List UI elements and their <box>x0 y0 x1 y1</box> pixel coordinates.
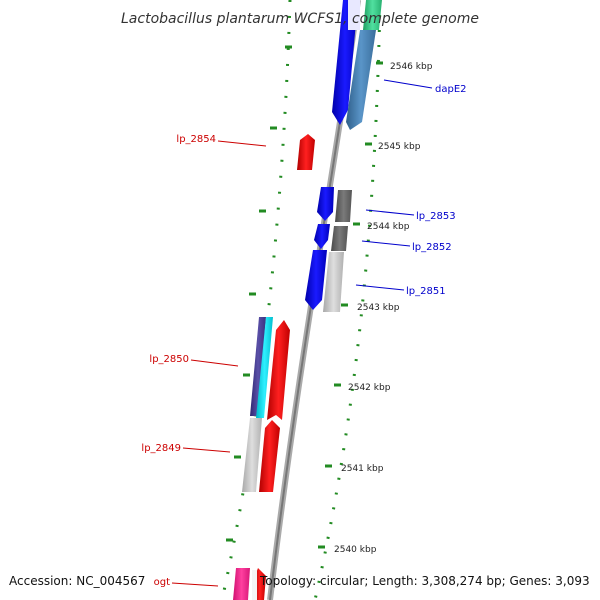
tick-label: 2540 kbp <box>334 545 377 555</box>
tick-labels: 2546 kbp 2545 kbp 2544 kbp 2543 kbp 2542… <box>334 62 433 555</box>
label-dapE2[interactable]: dapE2 <box>435 84 467 95</box>
label-lp_2853[interactable]: lp_2853 <box>416 211 456 222</box>
gene-lp_2853[interactable] <box>317 187 334 221</box>
gene-top-seagreen[interactable] <box>363 0 382 30</box>
gene-lp_2850[interactable] <box>267 320 290 420</box>
gene-features <box>233 0 382 600</box>
tick-label: 2544 kbp <box>367 222 410 232</box>
label-ogt[interactable]: ogt <box>154 577 170 588</box>
gene-ogt-white <box>252 570 257 600</box>
gene-forward-top-blue[interactable] <box>332 0 358 125</box>
label-lp_2851[interactable]: lp_2851 <box>406 286 446 297</box>
label-lp_2850[interactable]: lp_2850 <box>149 354 189 365</box>
gene-lp_2852[interactable] <box>314 224 330 249</box>
gene-labels: dapE2 lp_2853 lp_2852 lp_2851 lp_2854 lp… <box>141 84 466 588</box>
gene-lp_2851-gray[interactable] <box>323 252 344 312</box>
outer-dotted-circle <box>313 0 382 600</box>
label-lp_2849[interactable]: lp_2849 <box>141 443 181 454</box>
gene-dapE2[interactable] <box>346 30 376 130</box>
gene-lp_2849[interactable] <box>259 420 280 492</box>
gene-lp_2850-slate[interactable] <box>250 317 266 416</box>
gene-lp_2854[interactable] <box>297 134 315 170</box>
tick-label: 2542 kbp <box>348 383 391 393</box>
gene-lp_2853-gray[interactable] <box>335 190 352 222</box>
topology-text: Topology: circular; Length: 3,308,274 bp… <box>260 574 590 588</box>
label-lp_2852[interactable]: lp_2852 <box>412 242 452 253</box>
gene-lp_2850-cyan[interactable] <box>256 317 273 418</box>
gene-lp_2851[interactable] <box>305 250 327 310</box>
map-title: Lactobacillus plantarum WCFS1, complete … <box>121 11 479 27</box>
tick-label: 2541 kbp <box>341 464 384 474</box>
accession-text: Accession: NC_004567 <box>9 574 146 588</box>
tick-label: 2543 kbp <box>357 303 400 313</box>
tick-label: 2545 kbp <box>378 142 421 152</box>
gene-ogt-pink[interactable] <box>233 568 250 600</box>
label-lp_2854[interactable]: lp_2854 <box>176 134 216 145</box>
tick-marks <box>226 45 383 549</box>
gene-lp_2852-gray[interactable] <box>331 226 348 251</box>
gene-lp_2849-gray[interactable] <box>242 418 262 492</box>
tick-label: 2546 kbp <box>390 62 433 72</box>
leader-lines <box>171 79 433 587</box>
gene-top-white <box>348 0 360 30</box>
